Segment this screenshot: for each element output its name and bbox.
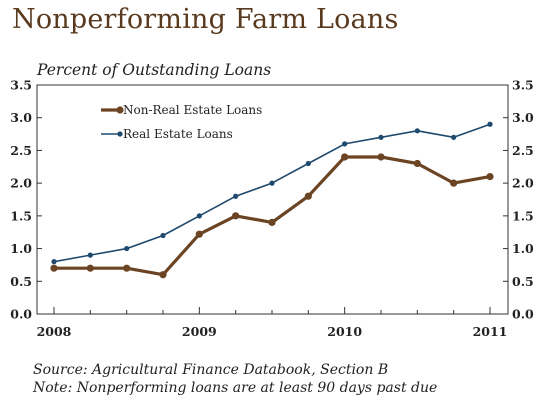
data-point (268, 218, 276, 226)
data-point (304, 192, 312, 200)
x-tick-label: 2011 (473, 324, 508, 339)
data-point (195, 230, 203, 238)
x-tick-label: 2008 (37, 324, 72, 339)
y-tick-label-right: 0.0 (512, 307, 534, 322)
y-tick-label-right: 3.5 (512, 78, 534, 93)
data-point (123, 264, 131, 272)
data-point (341, 153, 349, 161)
data-point (342, 141, 348, 147)
y-tick-label-left: 0.0 (10, 307, 32, 322)
legend-label: Non-Real Estate Loans (123, 103, 262, 117)
y-tick-label-right: 1.5 (512, 208, 534, 223)
y-tick-label-right: 2.0 (512, 176, 534, 191)
series-line (53, 123, 491, 263)
data-point (232, 212, 240, 220)
chart-title: Nonperforming Farm Loans (12, 4, 399, 35)
data-point (196, 213, 202, 219)
legend-swatch-marker (116, 106, 124, 114)
series-line (54, 155, 491, 277)
y-tick-label-left: 3.0 (10, 110, 32, 125)
data-point (486, 173, 494, 181)
data-point (159, 271, 167, 279)
data-point (451, 134, 457, 140)
y-tick-label-right: 3.0 (512, 110, 534, 125)
data-point (414, 128, 420, 134)
data-point (87, 252, 93, 258)
x-tick-label: 2010 (327, 324, 362, 339)
data-point (160, 232, 166, 239)
plot-frame (36, 84, 509, 315)
data-point (124, 245, 130, 252)
y-tick-label-left: 0.5 (10, 274, 32, 289)
data-point (86, 264, 94, 272)
y-tick-label-right: 0.5 (512, 274, 534, 289)
y-tick-label-left: 1.5 (10, 208, 32, 223)
x-tick-label: 2009 (182, 324, 217, 339)
data-point (305, 160, 311, 167)
y-tick-label-right: 1.0 (512, 241, 534, 256)
past-due-note: Note: Nonperforming loans are at least 9… (33, 380, 438, 396)
data-point (51, 259, 57, 265)
data-point (50, 264, 58, 272)
data-point (450, 179, 458, 187)
chart-notes: Source: Agricultural Finance Databook, S… (33, 361, 437, 397)
y-tick-label-left: 2.5 (10, 143, 32, 158)
data-point (487, 121, 493, 127)
y-tick-label-left: 3.5 (10, 78, 32, 93)
y-tick-label-left: 2.0 (10, 176, 32, 191)
source-note: Source: Agricultural Finance Databook, S… (33, 362, 389, 378)
y-axis-label: Percent of Outstanding Loans (37, 61, 272, 79)
data-point (377, 153, 385, 161)
legend-swatch-marker (117, 131, 123, 137)
data-point (378, 134, 384, 140)
y-tick-label-left: 1.0 (10, 241, 32, 256)
data-point (233, 193, 239, 199)
data-point (269, 180, 275, 186)
data-point (413, 159, 421, 168)
y-tick-label-right: 2.5 (512, 143, 534, 158)
legend-label: Real Estate Loans (123, 127, 233, 141)
